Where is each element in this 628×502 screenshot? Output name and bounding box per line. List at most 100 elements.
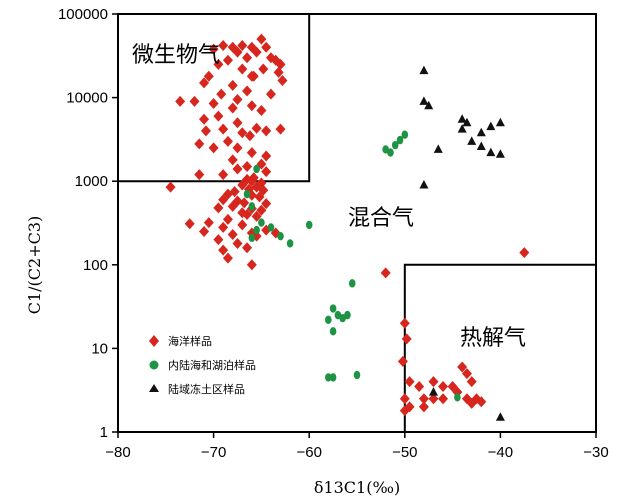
legend-marker-marine — [149, 335, 159, 347]
point-permafrost — [419, 180, 429, 189]
point-marine — [399, 405, 410, 417]
point-marine — [227, 154, 238, 166]
point-marine — [275, 123, 286, 135]
x-tick-label: −80 — [105, 444, 130, 461]
point-lake — [253, 225, 260, 235]
point-lake — [348, 279, 356, 288]
y-tick-label: 10000 — [66, 90, 108, 107]
region-labels: 微生物气 混合气 热解气 — [132, 43, 526, 351]
point-marine — [237, 127, 248, 139]
point-permafrost — [476, 141, 486, 151]
point-marine — [256, 33, 267, 45]
point-marine — [216, 88, 227, 100]
point-marine — [237, 219, 248, 231]
point-lake — [325, 373, 332, 382]
point-lake — [329, 304, 337, 313]
point-marine — [256, 204, 267, 216]
point-permafrost — [424, 100, 434, 110]
point-marine — [227, 102, 238, 114]
point-permafrost — [467, 136, 477, 145]
point-marine — [399, 317, 410, 329]
point-marine — [203, 217, 214, 229]
point-marine — [244, 130, 255, 142]
point-marine — [246, 100, 257, 112]
point-permafrost — [419, 65, 429, 75]
point-permafrost — [495, 412, 505, 421]
point-marine — [232, 142, 243, 154]
point-lake — [248, 233, 256, 243]
point-permafrost — [428, 387, 438, 396]
point-marine — [189, 95, 200, 107]
point-marine — [222, 252, 233, 264]
point-lake — [391, 140, 399, 150]
point-marine — [261, 150, 272, 162]
x-tick-label: −50 — [392, 444, 417, 461]
point-marine — [277, 75, 288, 87]
y-tick-label: 1 — [100, 424, 108, 441]
point-marine — [199, 226, 210, 238]
point-marine — [265, 88, 276, 100]
point-permafrost — [433, 144, 443, 153]
point-marine — [275, 58, 286, 70]
point-permafrost — [462, 117, 472, 127]
point-marine — [404, 376, 415, 388]
point-lake — [253, 164, 260, 174]
point-marine — [261, 41, 272, 53]
point-marine — [466, 376, 477, 388]
point-marine — [222, 213, 233, 225]
point-permafrost — [457, 124, 467, 133]
point-lake — [286, 239, 294, 248]
point-marine — [438, 381, 449, 393]
point-marine — [261, 125, 272, 137]
point-permafrost — [495, 117, 505, 127]
point-marine — [397, 355, 408, 367]
point-marine — [208, 98, 219, 110]
point-marine — [200, 125, 211, 137]
point-lake — [387, 148, 394, 157]
point-lake — [258, 218, 265, 227]
point-marine — [213, 202, 224, 214]
point-marine — [213, 110, 224, 122]
point-permafrost — [419, 96, 429, 105]
point-marine — [261, 198, 272, 210]
point-marine — [208, 142, 219, 154]
point-lake — [277, 231, 284, 241]
point-marine — [414, 381, 425, 393]
point-marine — [401, 333, 412, 345]
point-lake — [248, 202, 256, 211]
region-boundaries — [118, 14, 596, 432]
y-tick-label: 100000 — [58, 6, 108, 23]
region-label-thermogenic: 热解气 — [460, 326, 526, 351]
point-marine — [256, 105, 267, 117]
point-marine — [239, 197, 250, 209]
x-axis-title: δ13C1(‰) — [314, 478, 400, 497]
point-marine — [246, 147, 257, 159]
point-marine — [246, 70, 257, 82]
point-lake — [401, 130, 409, 139]
point-permafrost — [486, 147, 496, 157]
point-marine — [232, 93, 243, 105]
legend-label-marine: 海洋样品 — [168, 334, 212, 348]
plot-frame — [117, 13, 597, 433]
point-lake — [325, 315, 332, 324]
point-marine — [232, 46, 243, 58]
x-tick-label: −70 — [201, 444, 226, 461]
axis-ticks: −80 −70 −60 −50 −40 −30 1 10 100 1000 10000 100000 — [58, 6, 609, 461]
point-lake — [329, 327, 337, 336]
point-marine — [218, 123, 229, 135]
point-marine — [254, 191, 265, 203]
point-lake — [353, 370, 361, 380]
point-marine — [242, 85, 253, 97]
point-marine — [227, 200, 238, 212]
y-axis-title: C1/(C2+C3) — [25, 216, 44, 315]
point-lake — [344, 310, 351, 320]
point-lake — [305, 220, 313, 230]
point-marine — [222, 54, 233, 66]
y-tick-label: 10 — [91, 340, 108, 357]
point-marine — [237, 179, 248, 191]
data-points — [165, 33, 530, 421]
point-marine — [165, 181, 176, 193]
point-permafrost — [495, 149, 505, 158]
point-marine — [258, 63, 269, 75]
